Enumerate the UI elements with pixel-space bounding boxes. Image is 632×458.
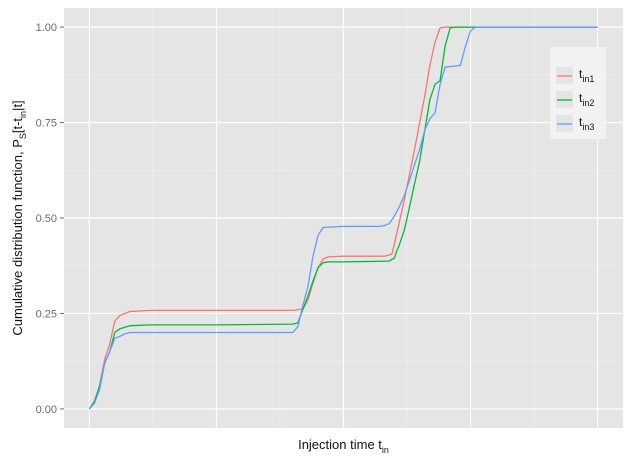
y-tick-label: 1.00 (36, 22, 57, 34)
series-line-in2 (88, 26, 598, 410)
y-tick-label: 0.50 (36, 213, 57, 225)
series-line-in3 (88, 26, 598, 410)
y-axis-ticks: 0.00 0.25 0.50 0.75 1.00 (36, 22, 64, 416)
legend-label-in3: tin3 (579, 115, 594, 132)
x-axis-title-main: Injection time t (298, 437, 382, 452)
y-axis-title-mid: [t-t (10, 118, 25, 134)
legend-label-in1: tin1 (579, 67, 594, 84)
x-axis-title: Injection time tin (298, 437, 389, 455)
y-tick-label: 0.00 (36, 404, 57, 416)
y-axis-title-sub1: S (18, 133, 28, 139)
legend-label-in2: tin2 (579, 91, 594, 108)
y-tick-label: 0.25 (36, 308, 57, 320)
y-axis-title: Cumulative distribution function, PS[t-t… (10, 100, 28, 335)
y-axis-title-prefix: Cumulative distribution function, P (10, 139, 25, 336)
x-axis-title-sub: in (382, 445, 389, 455)
legend: tin1 tin2 tin3 (550, 47, 606, 139)
y-axis-title-suffix: |t] (10, 100, 25, 111)
y-tick-label: 0.75 (36, 118, 57, 130)
series-lines (88, 26, 598, 410)
y-axis-title-sub2: in (18, 111, 28, 118)
